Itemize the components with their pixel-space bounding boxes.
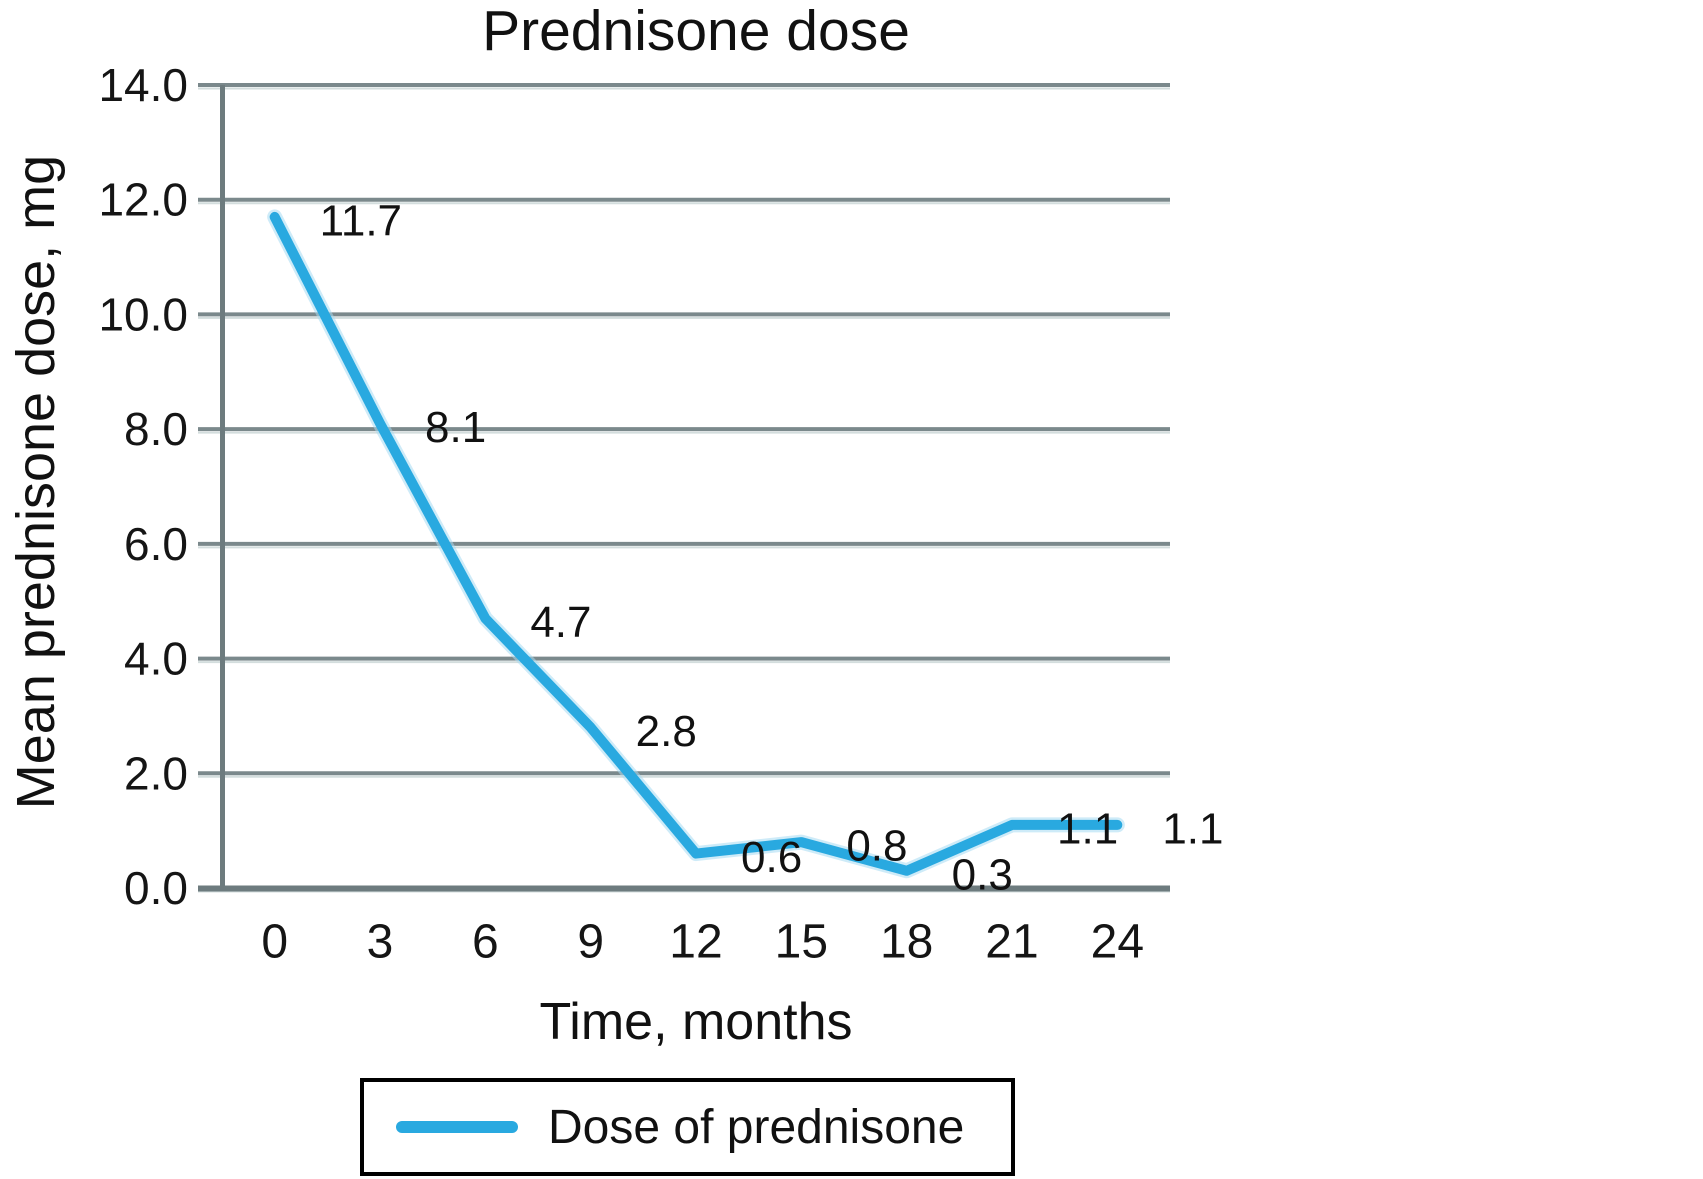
- y-tick-label: 4.0: [124, 633, 188, 685]
- data-label: 2.8: [636, 707, 697, 756]
- x-tick-label: 6: [472, 916, 499, 969]
- x-tick-label: 24: [1091, 916, 1144, 969]
- data-label: 1.1: [1162, 804, 1223, 853]
- x-tick-label: 18: [880, 916, 933, 969]
- x-tick-label: 9: [577, 916, 604, 969]
- y-tick-label: 12.0: [98, 174, 188, 226]
- axes-group: [198, 85, 1170, 892]
- x-axis-title: Time, months: [539, 993, 853, 1051]
- y-tick-label: 0.0: [124, 862, 188, 914]
- data-label: 11.7: [320, 196, 402, 245]
- x-tick-label: 12: [669, 916, 722, 969]
- legend: Dose of prednisone: [360, 1078, 1015, 1176]
- gridlines-group: [198, 83, 1170, 893]
- y-tick-label: 6.0: [124, 518, 188, 570]
- series-line-group: [267, 209, 1125, 879]
- y-tick-labels-group: 0.0 2.0 4.0 6.0 8.0 10.0 12.0 14.0: [98, 59, 188, 914]
- y-tick-label: 8.0: [124, 403, 188, 455]
- x-tick-label: 15: [775, 916, 828, 969]
- legend-line-icon: [396, 1121, 518, 1133]
- y-tick-label: 14.0: [98, 59, 188, 111]
- data-label: 0.3: [952, 850, 1013, 899]
- y-tick-label: 10.0: [98, 288, 188, 340]
- data-label: 1.1: [1057, 804, 1118, 853]
- chart-title: Prednisone dose: [482, 0, 910, 63]
- x-tick-labels-group: 0 3 6 9 12 15 18 21 24: [261, 916, 1144, 969]
- y-tick-label: 2.0: [124, 747, 188, 799]
- data-label: 8.1: [425, 403, 486, 452]
- dose-line: [269, 211, 1123, 876]
- x-tick-label: 0: [261, 916, 288, 969]
- data-label: 0.8: [846, 822, 907, 871]
- data-label: 0.6: [741, 833, 802, 882]
- x-tick-label: 3: [367, 916, 394, 969]
- data-labels-group: 11.7 8.1 4.7 2.8 0.6 0.8 0.3 1.1 1.1: [320, 196, 1224, 899]
- data-label: 4.7: [530, 598, 591, 647]
- x-tick-label: 21: [985, 916, 1038, 969]
- legend-label: Dose of prednisone: [548, 1100, 965, 1154]
